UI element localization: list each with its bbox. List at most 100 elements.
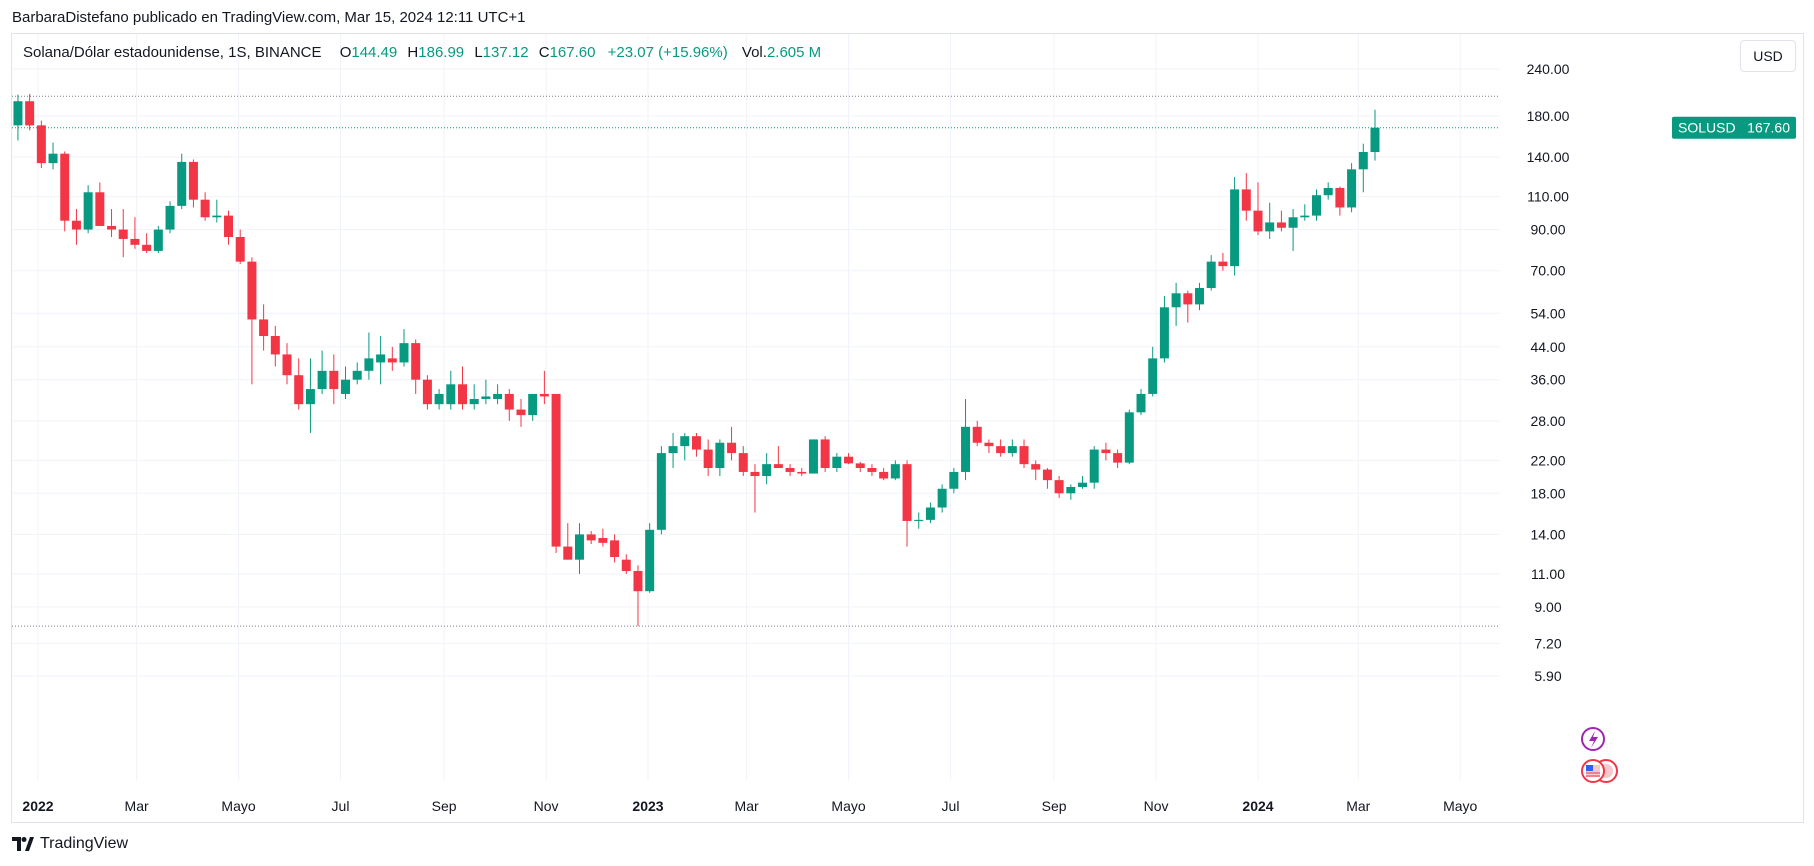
candle-body — [621, 559, 631, 571]
candle — [832, 453, 842, 472]
candle-body — [633, 570, 643, 592]
candle-body — [294, 375, 304, 405]
time-tick-label: 2022 — [22, 798, 53, 814]
us-flag-event-icon[interactable] — [1581, 759, 1605, 783]
candle-body — [984, 442, 994, 447]
candle — [1183, 290, 1193, 323]
candle — [422, 375, 432, 410]
candle-body — [1148, 358, 1158, 394]
candle-body — [1066, 487, 1076, 494]
candle — [656, 446, 666, 535]
candle — [259, 304, 269, 351]
time-tick-label: Nov — [1144, 798, 1169, 814]
high-value: 186.99 — [418, 44, 465, 61]
candle — [949, 467, 959, 494]
candle-body — [949, 471, 959, 489]
candle-body — [1370, 127, 1380, 153]
candle — [1101, 442, 1111, 461]
candle-body — [1241, 189, 1251, 211]
candle-body — [142, 244, 152, 251]
time-tick-label: 2023 — [632, 798, 663, 814]
candle-body — [539, 393, 549, 397]
candle-body — [1136, 393, 1146, 413]
price-tick-label: 110.00 — [1527, 189, 1569, 205]
candle-body — [504, 393, 514, 410]
time-tick-label: Mar — [125, 798, 149, 814]
candle — [224, 210, 234, 245]
candle-body — [1101, 449, 1111, 454]
candle-body — [937, 488, 947, 508]
price-axis: 240.00 180.00 140.00 110.00 90.00 70.00 54.00 4… — [1527, 61, 1570, 684]
candle-body — [434, 393, 444, 405]
candle-body — [1358, 152, 1368, 170]
candle-body — [1300, 215, 1310, 218]
publisher-attribution: BarbaraDistefano publicado en TradingVie… — [12, 9, 526, 26]
candle — [1148, 346, 1158, 397]
candle — [902, 460, 912, 547]
candle-body — [282, 354, 292, 376]
reference-lines — [12, 95, 1500, 627]
candle-body — [1311, 195, 1321, 216]
candle — [235, 229, 245, 264]
candle-body — [130, 238, 140, 245]
time-tick-label: Mar — [735, 798, 759, 814]
price-tick-label: 18.00 — [1530, 485, 1565, 501]
candle — [668, 433, 678, 468]
candle-body — [270, 336, 280, 355]
price-tick-label: 5.90 — [1534, 668, 1561, 684]
candle-body — [469, 398, 479, 405]
candle — [341, 366, 351, 399]
chart-frame[interactable] — [11, 33, 1804, 823]
candle-body — [1335, 187, 1345, 208]
price-tag-value: 167.60 — [1747, 120, 1790, 136]
candle — [1007, 439, 1017, 457]
candle-body — [680, 436, 690, 447]
candle-body — [598, 537, 608, 543]
candle — [1218, 253, 1228, 271]
candle-body — [855, 463, 865, 468]
candle — [1066, 484, 1076, 500]
candle-body — [259, 319, 269, 337]
candle — [1347, 163, 1357, 213]
candle-body — [715, 442, 725, 468]
candle — [808, 439, 818, 474]
candle-body — [972, 426, 982, 443]
candle-body — [36, 125, 46, 164]
candle-body — [200, 199, 210, 218]
candle — [376, 336, 386, 385]
symbol-title[interactable]: Solana/Dólar estadounidense, 1S, BINANCE — [23, 44, 322, 61]
price-tag: SOLUSD 167.60 — [1672, 116, 1796, 139]
price-tag-symbol: SOLUSD — [1678, 120, 1736, 136]
candle — [586, 530, 596, 545]
candle — [961, 398, 971, 481]
candle-body — [118, 229, 128, 239]
candle — [1358, 143, 1368, 193]
candle-body — [890, 464, 900, 479]
candle-body — [188, 161, 198, 200]
candle-body — [107, 225, 117, 230]
price-tag-bg — [1672, 116, 1796, 139]
time-tick-label: Nov — [534, 798, 559, 814]
candle — [1300, 204, 1310, 221]
candle — [773, 446, 783, 468]
currency-button[interactable]: USD — [1740, 40, 1796, 72]
candle-body — [387, 358, 397, 363]
candle — [1230, 177, 1240, 276]
candle — [247, 257, 257, 385]
lightning-event-icon[interactable] — [1581, 727, 1605, 751]
candle-body — [71, 220, 81, 230]
candle-body — [1031, 464, 1041, 470]
candle — [1124, 409, 1134, 465]
candle-body — [785, 467, 795, 472]
event-markers[interactable] — [1581, 727, 1618, 783]
candle — [212, 199, 222, 223]
candle — [645, 523, 655, 593]
candle-body — [844, 456, 854, 464]
candle — [153, 225, 163, 254]
candle — [914, 512, 924, 529]
candle — [1335, 186, 1345, 216]
close-value: 167.60 — [549, 44, 596, 61]
candle-body — [212, 215, 222, 218]
tradingview-logo[interactable]: TradingView — [12, 835, 128, 853]
